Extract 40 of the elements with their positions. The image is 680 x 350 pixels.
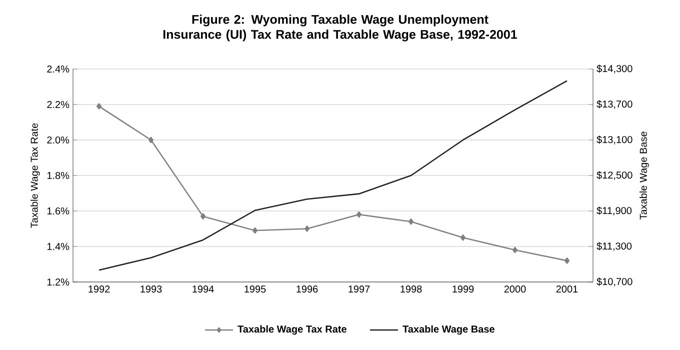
- point: [564, 258, 570, 264]
- y-axis-title: Taxable Wage Tax Rate: [30, 123, 40, 228]
- x-tick-label: 1994: [192, 286, 214, 293]
- x-tick-label: 1999: [452, 286, 474, 293]
- y2-tick-label: $13,100: [596, 136, 632, 144]
- y2-tick-label: $10,700: [596, 278, 632, 286]
- legend-label: Taxable Wage Tax Rate: [238, 325, 346, 335]
- x-tick-label: 2000: [504, 286, 526, 293]
- point: [460, 234, 466, 241]
- x-tick-label: 1997: [348, 286, 370, 293]
- y-tick-label: 2.0%: [47, 136, 70, 144]
- point: [148, 136, 154, 144]
- y-tick-label: 1.4%: [47, 242, 70, 250]
- y-tick-label: 2.2%: [47, 100, 70, 108]
- legend-label: Taxable Wage Base: [402, 325, 494, 335]
- x-tick-label: 1993: [140, 286, 162, 293]
- y2-tick-label: $14,300: [596, 64, 632, 74]
- x-tick-label: 1996: [296, 286, 318, 293]
- point: [356, 211, 362, 218]
- x-tick-label: 1995: [244, 286, 266, 293]
- x-tick-label: 2001: [556, 286, 578, 293]
- point: [200, 213, 206, 220]
- point: [512, 246, 518, 254]
- line-series: [98, 80, 568, 271]
- y2-axis-title: Taxable Wage Base: [640, 132, 649, 220]
- point: [252, 227, 258, 234]
- y2-tick-label: $11,300: [596, 242, 632, 251]
- chart-title: Figure 2: Wyoming Taxable Wage Unemployment Insurance (UI) Tax Rate and Taxable Wage Base, 1992-2001: [163, 14, 517, 42]
- y-tick-label: 1.8%: [47, 172, 70, 180]
- y2-tick-label: $13,700: [596, 100, 632, 109]
- y2-tick-label: $12,500: [596, 171, 632, 180]
- point: [96, 103, 102, 110]
- point: [408, 218, 414, 225]
- x-tick-label: 1992: [88, 286, 110, 293]
- y-tick-label: 2.4%: [47, 65, 70, 73]
- point: [304, 226, 310, 232]
- y-tick-label: 1.6%: [47, 207, 70, 215]
- y2-tick-label: $11,900: [596, 206, 632, 216]
- y-tick-label: 1.2%: [47, 278, 70, 286]
- x-tick-label: 1998: [400, 286, 422, 293]
